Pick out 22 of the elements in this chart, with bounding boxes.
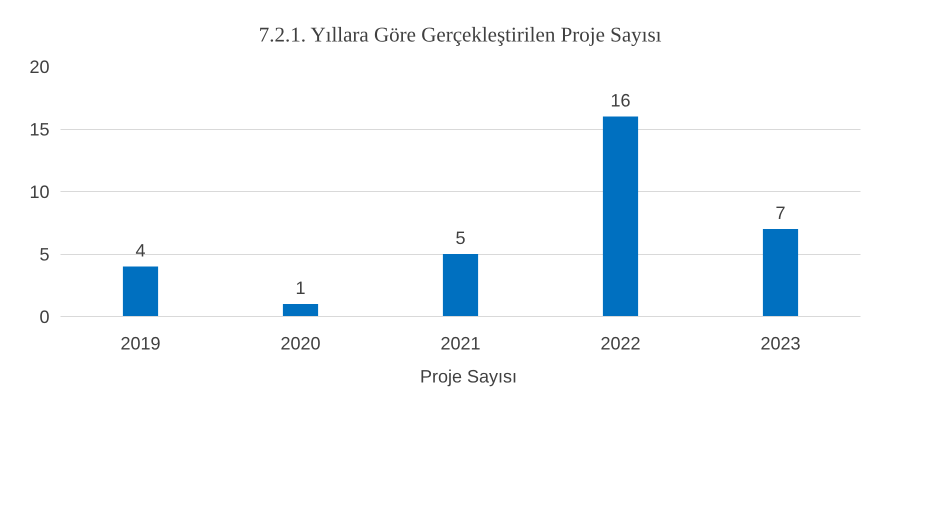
data-label: 5 — [455, 228, 466, 248]
data-label: 1 — [295, 278, 306, 298]
y-tick-label: 10 — [29, 182, 50, 202]
data-label: 16 — [610, 90, 631, 110]
data-label: 4 — [135, 240, 146, 260]
x-tick-label: 2022 — [600, 334, 641, 354]
chart-title: 7.2.1. Yıllara Göre Gerçekleştirilen Proje Sayısı — [258, 22, 662, 46]
bar — [282, 304, 318, 316]
text: Proje Sayısı — [420, 366, 518, 388]
y-tick-label: 5 — [39, 244, 50, 264]
y-tick-label: 20 — [29, 57, 50, 77]
bar — [442, 254, 478, 316]
bar — [602, 116, 638, 316]
y-tick-label: 0 — [39, 307, 50, 327]
x-tick-label: 2019 — [120, 334, 161, 354]
y-tick-label: 15 — [29, 120, 50, 140]
bar — [122, 266, 158, 316]
data-label: 7 — [775, 203, 786, 223]
x-tick-label: 2020 — [280, 334, 321, 354]
bar — [762, 229, 798, 316]
x-tick-label: 2023 — [760, 334, 801, 354]
x-tick-label: 2021 — [440, 334, 481, 354]
